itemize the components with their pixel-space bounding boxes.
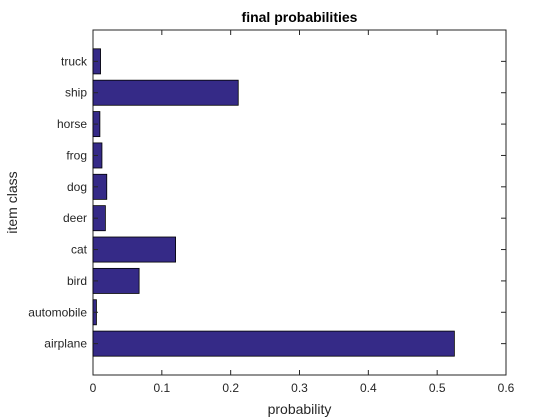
bar-cat (92, 236, 176, 263)
y-tick-label: frog (66, 148, 87, 162)
chart-title: final probabilities (242, 9, 358, 25)
y-tick-label: automobile (28, 305, 87, 319)
bar-bird (92, 267, 140, 294)
bar-ship (92, 79, 239, 106)
y-tick-label: bird (67, 274, 87, 288)
x-tick-label: 0.4 (360, 381, 377, 395)
x-tick-label: 0.5 (429, 381, 446, 395)
x-tick-label: 0 (90, 381, 97, 395)
x-tick-label: 0.3 (291, 381, 308, 395)
y-tick-label: truck (61, 54, 88, 68)
y-tick-label: airplane (44, 337, 87, 351)
y-tick-label: ship (65, 86, 87, 100)
y-tick-label: dog (67, 180, 87, 194)
y-axis-label: item class (4, 171, 20, 233)
y-tick-label: deer (63, 211, 87, 225)
y-tick-label: cat (71, 243, 88, 257)
x-tick-label: 0.2 (222, 381, 239, 395)
x-tick-label: 0.1 (153, 381, 170, 395)
x-tick-label: 0.6 (498, 381, 515, 395)
x-axis-label: probability (268, 401, 332, 417)
y-tick-label: horse (57, 117, 87, 131)
bar-airplane (92, 330, 455, 357)
